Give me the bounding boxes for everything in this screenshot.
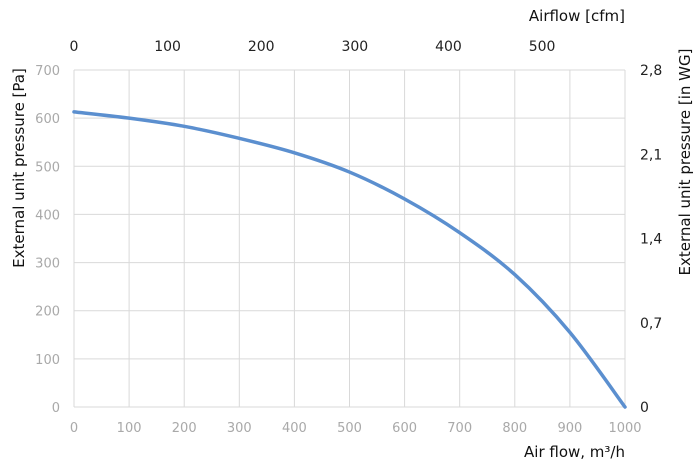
y-tick-label-left: 0 [52, 401, 60, 416]
x-tick-label-top: 0 [70, 39, 79, 55]
x-tick-label-bottom: 500 [337, 421, 362, 436]
series-line [72, 110, 627, 409]
y-axis-right-label: External unit pressure [in WG] [676, 49, 694, 276]
x-tick-label-bottom: 600 [392, 421, 417, 436]
x-tick-label-bottom: 0 [70, 421, 78, 436]
y-tick-label-right: 2,8 [640, 63, 662, 79]
y-axis-right-ticks: 0 0,7 1,4 2,1 2,8 [640, 63, 662, 416]
y-axis-left-ticks: 0 100 200 300 400 500 600 700 [35, 64, 60, 416]
x-tick-label-bottom: 200 [172, 421, 197, 436]
y-tick-label-left: 400 [35, 208, 60, 223]
y-tick-label-right: 0,7 [640, 316, 662, 332]
x-tick-label-bottom: 100 [117, 421, 142, 436]
x-axis-top-ticks: 0 100 200 300 400 500 [70, 39, 556, 55]
y-tick-label-right: 1,4 [640, 232, 662, 248]
y-tick-label-left: 600 [35, 112, 60, 127]
x-tick-label-top: 400 [435, 39, 462, 55]
x-tick-label-top: 500 [529, 39, 556, 55]
x-tick-label-top: 200 [248, 39, 275, 55]
y-tick-label-right: 2,1 [640, 147, 662, 163]
x-tick-label-top: 300 [341, 39, 368, 55]
series-layer [72, 110, 627, 409]
x-tick-label-top: 100 [154, 39, 181, 55]
y-tick-label-right: 0 [640, 400, 649, 416]
x-tick-label-bottom: 800 [502, 421, 527, 436]
y-tick-label-left: 200 [35, 305, 60, 320]
y-tick-label-left: 300 [35, 257, 60, 272]
grid-lines [73, 69, 626, 408]
x-axis-bottom-label: Air flow, m³/h [524, 443, 625, 461]
x-tick-label-bottom: 1000 [608, 421, 641, 436]
x-tick-label-bottom: 900 [557, 421, 582, 436]
x-tick-label-bottom: 300 [227, 421, 252, 436]
y-tick-label-left: 500 [35, 160, 60, 175]
x-axis-bottom-ticks: 0 100 200 300 400 500 600 700 800 900 1000 [70, 421, 642, 436]
x-tick-label-bottom: 400 [282, 421, 307, 436]
x-axis-top-label: Airflow [cfm] [529, 7, 625, 25]
y-tick-label-left: 700 [35, 64, 60, 79]
y-axis-left-label: External unit pressure [Pa] [10, 68, 28, 268]
y-tick-label-left: 100 [35, 353, 60, 368]
x-tick-label-bottom: 700 [447, 421, 472, 436]
